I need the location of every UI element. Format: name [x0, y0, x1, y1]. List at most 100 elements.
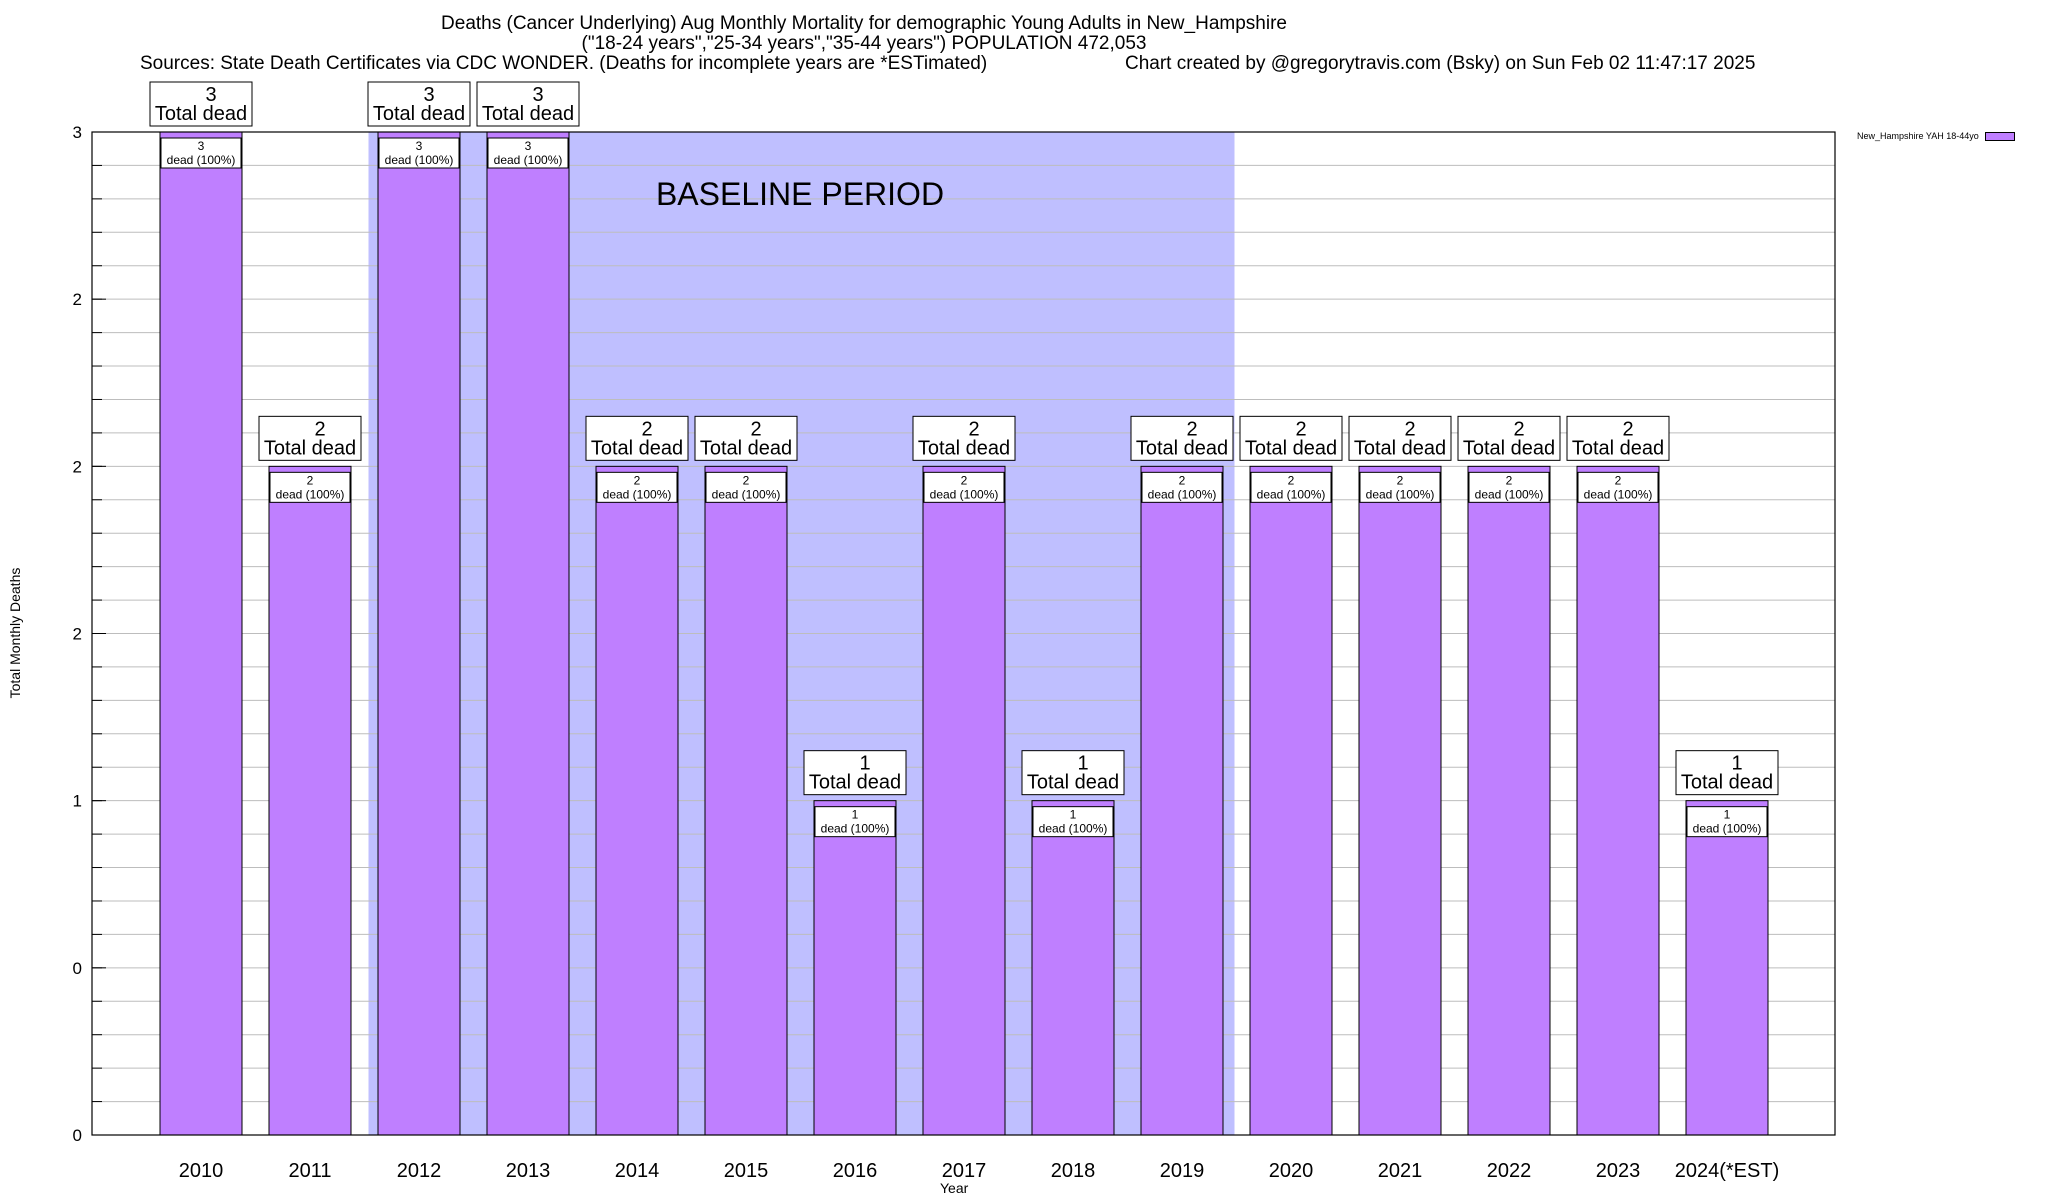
x-tick-label: 2021 [1378, 1160, 1423, 1182]
total-label-text: Total dead [264, 437, 356, 459]
y-tick-label: 1 [73, 792, 82, 811]
x-tick-label: 2019 [1160, 1160, 1205, 1182]
inner-label-box [1577, 471, 1659, 503]
total-label-text: Total dead [155, 103, 247, 125]
total-label-text: Total dead [1136, 437, 1228, 459]
total-label-text: Total dead [1354, 437, 1446, 459]
inner-label-text: dead (100%) [1148, 487, 1217, 501]
total-label-box [1566, 415, 1670, 461]
inner-label-count: 2 [1615, 473, 1622, 487]
inner-label-text: dead (100%) [1693, 822, 1762, 836]
total-label-text: Total dead [591, 437, 683, 459]
inner-label-text: dead (100%) [821, 822, 890, 836]
inner-label-box [378, 137, 460, 169]
inner-label-text: dead (100%) [930, 487, 999, 501]
chart-credit-line: Chart created by @gregorytravis.com (Bsk… [1125, 53, 1756, 74]
total-label-box [803, 750, 907, 796]
inner-label-box [923, 471, 1005, 503]
inner-label-box [1032, 806, 1114, 838]
total-label-box [1130, 415, 1234, 461]
total-label-count: 2 [1404, 418, 1415, 440]
inner-label-box [814, 806, 896, 838]
total-label-text: Total dead [1572, 437, 1664, 459]
total-label-text: Total dead [482, 103, 574, 125]
total-label-count: 2 [750, 418, 761, 440]
total-label-count: 3 [532, 84, 543, 106]
inner-label-count: 3 [416, 139, 423, 153]
inner-label-box [1686, 806, 1768, 838]
inner-label-text: dead (100%) [1039, 822, 1108, 836]
x-tick-label: 2016 [833, 1160, 878, 1182]
total-label-box [1239, 415, 1343, 461]
total-label-box [912, 415, 1016, 461]
inner-label-count: 2 [961, 473, 968, 487]
y-tick-label: 0 [73, 959, 82, 978]
total-label-count: 2 [1622, 418, 1633, 440]
total-label-text: Total dead [918, 437, 1010, 459]
total-label-text: Total dead [700, 437, 792, 459]
x-tick-label: 2017 [942, 1160, 987, 1182]
total-label-text: Total dead [809, 772, 901, 794]
total-label-text: Total dead [1245, 437, 1337, 459]
inner-label-count: 2 [1179, 473, 1186, 487]
total-label-count: 3 [423, 84, 434, 106]
total-label-box [258, 415, 362, 461]
total-label-box [585, 415, 689, 461]
inner-label-text: dead (100%) [1366, 487, 1435, 501]
inner-label-count: 2 [1288, 473, 1295, 487]
bar [1467, 465, 1551, 1136]
legend-label: New_Hampshire YAH 18-44yo [1857, 131, 1979, 141]
inner-label-count: 1 [1070, 808, 1077, 822]
baseline-label: BASELINE PERIOD [656, 176, 944, 212]
bar [159, 131, 243, 1136]
total-label-count: 2 [968, 418, 979, 440]
inner-label-count: 3 [198, 139, 205, 153]
inner-label-box [487, 137, 569, 169]
bar [377, 131, 461, 1136]
legend-swatch [1984, 131, 2015, 141]
total-label-count: 1 [1731, 753, 1742, 775]
x-tick-label: 2018 [1051, 1160, 1096, 1182]
plot-border [91, 131, 1836, 1136]
inner-label-count: 1 [852, 808, 859, 822]
bar [1685, 800, 1769, 1136]
total-label-count: 1 [859, 753, 870, 775]
bar [922, 465, 1006, 1136]
inner-label-count: 2 [1397, 473, 1404, 487]
inner-label-count: 2 [743, 473, 750, 487]
y-tick-label: 0 [73, 1126, 82, 1145]
total-label-count: 2 [1186, 418, 1197, 440]
inner-label-text: dead (100%) [1475, 487, 1544, 501]
total-label-count: 2 [314, 418, 325, 440]
chart-sources-line: Sources: State Death Certificates via CD… [140, 53, 988, 74]
inner-label-box [1468, 471, 1550, 503]
inner-label-box [1359, 471, 1441, 503]
inner-label-box [1250, 471, 1332, 503]
inner-label-count: 2 [307, 473, 314, 487]
total-label-box [367, 81, 471, 127]
total-label-box [1348, 415, 1452, 461]
x-tick-label: 2023 [1596, 1160, 1641, 1182]
x-tick-label: 2011 [288, 1160, 331, 1182]
inner-label-count: 2 [634, 473, 641, 487]
inner-label-box [596, 471, 678, 503]
x-tick-label: 2013 [506, 1160, 551, 1182]
x-tick-label: 2022 [1487, 1160, 1532, 1182]
bar [1576, 465, 1660, 1136]
total-label-count: 3 [205, 84, 216, 106]
legend: New_Hampshire YAH 18-44yo [1857, 131, 2015, 141]
inner-label-count: 2 [1506, 473, 1513, 487]
y-tick-label: 2 [73, 457, 82, 476]
x-axis-label: Year [940, 1180, 969, 1196]
bar [813, 800, 897, 1136]
chart-title-line-2: ("18-24 years","25-34 years","35-44 year… [581, 33, 1147, 54]
x-tick-label: 2024(*EST) [1675, 1160, 1780, 1182]
inner-label-box [1141, 471, 1223, 503]
bar [1031, 800, 1115, 1136]
total-label-text: Total dead [1681, 772, 1773, 794]
inner-label-count: 1 [1724, 808, 1731, 822]
total-label-box [1021, 750, 1125, 796]
inner-label-box [269, 471, 351, 503]
bar [268, 465, 352, 1136]
